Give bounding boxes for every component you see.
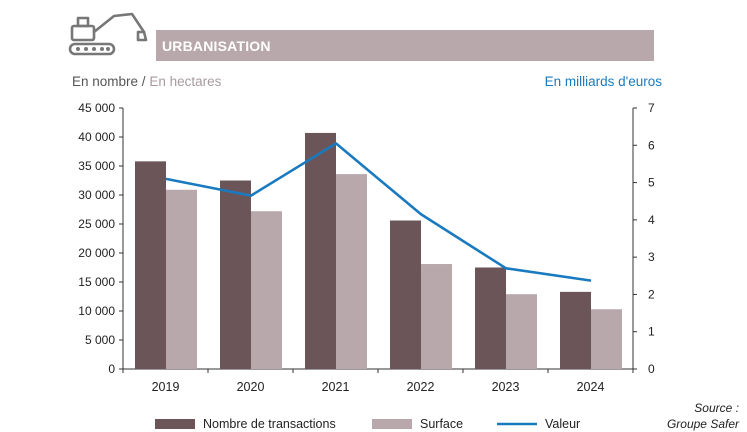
x-tick-label: 2021 bbox=[322, 380, 350, 394]
bar-transactions bbox=[305, 132, 336, 369]
left-tick-label: 40 000 bbox=[78, 130, 115, 144]
source-note: Source : Groupe Safer bbox=[667, 400, 739, 432]
left-unit-secondary: En hectares bbox=[149, 74, 222, 89]
bar-surface bbox=[251, 211, 282, 369]
bar-surface bbox=[336, 174, 367, 369]
legend-label-transactions: Nombre de transactions bbox=[203, 417, 336, 431]
right-axis-unit: En milliards d'euros bbox=[544, 74, 662, 89]
left-tick-label: 15 000 bbox=[78, 275, 115, 289]
x-tick-label: 2022 bbox=[407, 380, 435, 394]
right-tick-label: 1 bbox=[648, 325, 655, 339]
left-tick-label: 10 000 bbox=[78, 304, 115, 318]
left-tick-label: 30 000 bbox=[78, 188, 115, 202]
bar-surface bbox=[506, 294, 537, 369]
bar-surface bbox=[591, 309, 622, 369]
bar-transactions bbox=[475, 267, 506, 369]
chart-title: URBANISATION bbox=[162, 38, 271, 54]
bar-surface bbox=[421, 264, 452, 369]
x-tick-label: 2019 bbox=[152, 380, 180, 394]
left-tick-label: 45 000 bbox=[78, 101, 115, 115]
right-tick-label: 6 bbox=[648, 138, 655, 152]
x-tick-label: 2023 bbox=[492, 380, 520, 394]
right-tick-label: 7 bbox=[648, 101, 655, 115]
left-axis-unit: En nombre / En hectares bbox=[72, 74, 221, 89]
bar-transactions bbox=[560, 291, 591, 369]
bar-transactions bbox=[135, 161, 166, 369]
source-name: Groupe Safer bbox=[666, 417, 739, 431]
right-tick-label: 5 bbox=[648, 176, 655, 190]
line-valeur bbox=[165, 142, 592, 282]
left-tick-label: 0 bbox=[108, 362, 115, 376]
legend-label-valeur: Valeur bbox=[545, 417, 580, 431]
legend-swatch-transactions bbox=[155, 419, 195, 429]
legend-label-surface: Surface bbox=[420, 417, 463, 431]
x-tick-label: 2020 bbox=[237, 380, 265, 394]
bar-transactions bbox=[390, 220, 421, 369]
legend-swatch-surface bbox=[372, 419, 412, 429]
right-tick-label: 3 bbox=[648, 250, 655, 264]
bar-transactions bbox=[220, 180, 251, 369]
excavator-icon bbox=[68, 12, 148, 56]
x-tick-label: 2024 bbox=[577, 380, 605, 394]
right-tick-label: 4 bbox=[648, 213, 655, 227]
left-unit-separator: / bbox=[138, 74, 150, 89]
left-tick-label: 5 000 bbox=[85, 333, 115, 347]
title-banner: URBANISATION bbox=[156, 30, 654, 61]
left-tick-label: 25 000 bbox=[78, 217, 115, 231]
bar-surface bbox=[166, 189, 197, 369]
source-label: Source : bbox=[694, 401, 739, 415]
right-tick-label: 0 bbox=[648, 362, 655, 376]
left-tick-label: 20 000 bbox=[78, 246, 115, 260]
left-unit-primary: En nombre bbox=[72, 74, 139, 89]
right-tick-label: 2 bbox=[648, 287, 655, 301]
left-tick-label: 35 000 bbox=[78, 159, 115, 173]
